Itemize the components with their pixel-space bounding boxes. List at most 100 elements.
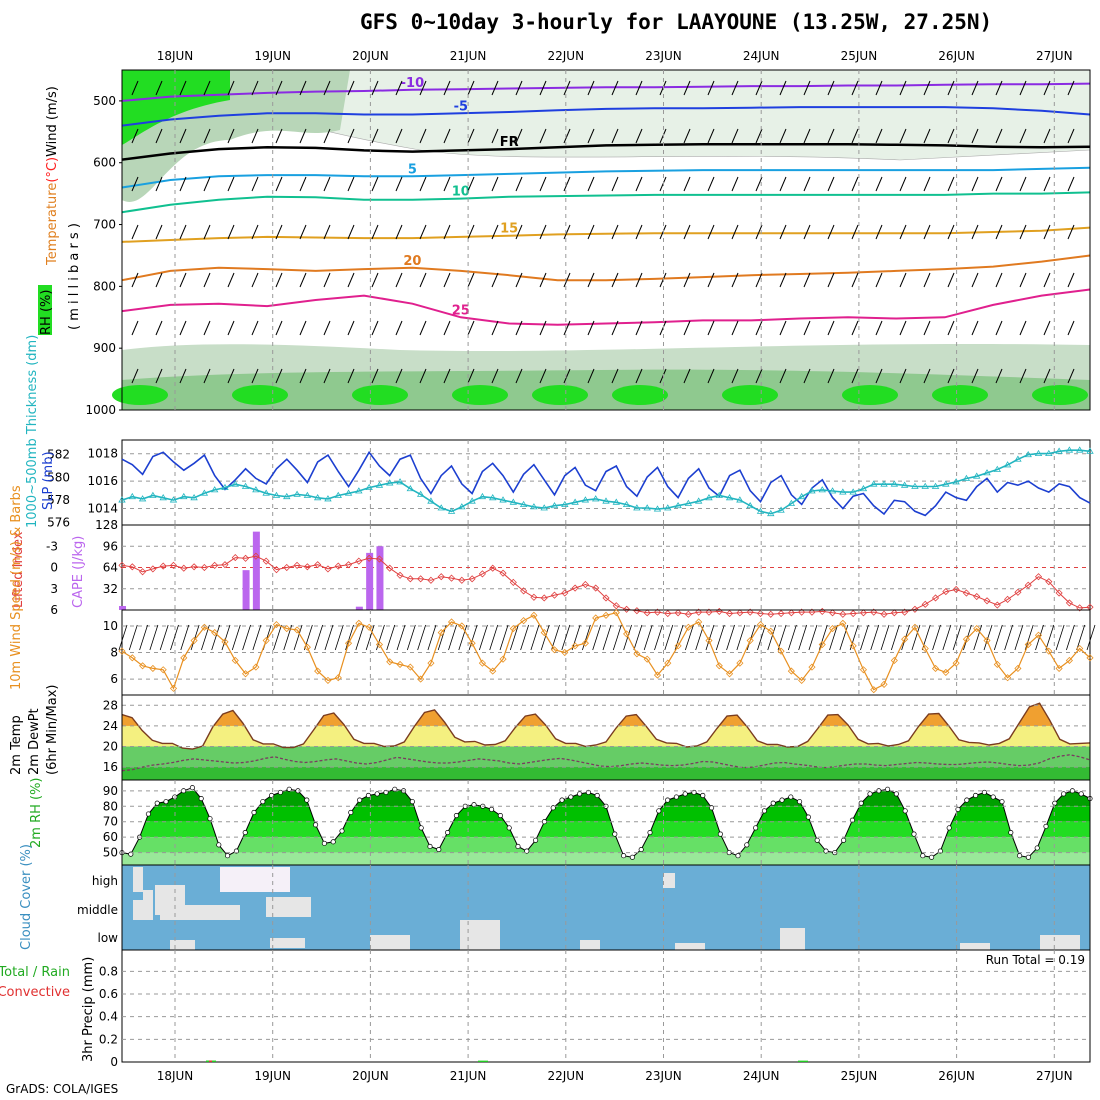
contour--5 xyxy=(121,106,1091,127)
wind-barb-10m xyxy=(448,624,457,651)
wind-barb xyxy=(611,128,619,144)
profile-ylabel-part: Temperature xyxy=(45,183,60,266)
wind-barb-10m xyxy=(623,624,632,651)
wind-barb xyxy=(755,320,763,336)
wind-marker xyxy=(283,625,291,633)
li-marker xyxy=(931,594,940,602)
li-marker xyxy=(211,561,219,569)
wind-barb xyxy=(323,272,331,288)
wind-barb xyxy=(707,176,715,192)
wind-barb xyxy=(899,224,907,240)
wind-barb xyxy=(995,320,1003,336)
wind-barb-10m xyxy=(736,624,746,651)
contour-label: 10 xyxy=(452,185,470,200)
cloud-tick-label: high xyxy=(92,874,118,888)
wind-barb-10m xyxy=(417,624,427,651)
li-marker xyxy=(973,592,981,601)
li-marker xyxy=(118,561,126,569)
wind-barb xyxy=(275,224,283,240)
wind-barb xyxy=(299,128,307,144)
rh-marker xyxy=(814,837,820,843)
thickness-marker xyxy=(571,498,579,505)
wind-barb xyxy=(347,80,355,96)
date-label-top: 19JUN xyxy=(254,49,291,63)
wind-barb xyxy=(179,80,187,96)
thickness-marker xyxy=(828,487,837,494)
wind-barb xyxy=(323,320,331,336)
wind-barb xyxy=(467,272,475,288)
rh-marker xyxy=(981,789,987,795)
thickness-tick: 582 xyxy=(47,448,70,462)
wind-marker xyxy=(777,647,785,655)
li-marker xyxy=(962,589,970,597)
cape-tick: 64 xyxy=(103,561,118,575)
wind-marker xyxy=(581,639,589,647)
wind-barb-10m xyxy=(643,624,653,651)
wind-marker xyxy=(756,621,765,629)
rh-marker xyxy=(700,792,706,799)
cloud-block xyxy=(170,940,195,950)
wind-barb-10m xyxy=(746,624,756,651)
wind-barb xyxy=(491,272,499,288)
rh-marker xyxy=(911,831,917,837)
rh-marker xyxy=(1069,788,1075,794)
li-marker xyxy=(324,565,332,573)
wind-marker xyxy=(293,626,301,634)
wind-barb xyxy=(923,224,931,240)
profile-frame xyxy=(121,69,1091,411)
li-marker xyxy=(396,571,404,579)
profile-ylabel: Temperature(°C)Wind (m/s) xyxy=(45,86,60,266)
li-marker xyxy=(643,609,651,617)
wind-barb-10m xyxy=(211,624,221,651)
thickness-marker xyxy=(870,480,878,487)
thickness-marker xyxy=(406,484,415,492)
thickness-marker xyxy=(664,504,672,511)
wind-barb xyxy=(851,176,859,192)
wind-barb-10m xyxy=(149,624,159,651)
wind-barb-10m xyxy=(180,624,190,651)
thickness-marker xyxy=(808,487,816,494)
rh-marker xyxy=(436,846,442,853)
wind-barb xyxy=(851,368,859,384)
rh-tick: 60 xyxy=(103,830,118,844)
wind-barb xyxy=(347,176,355,192)
rh-marker xyxy=(427,843,433,850)
rh-marker xyxy=(612,831,618,837)
date-label-bottom: 23JUN xyxy=(645,1069,682,1083)
rh-marker xyxy=(990,794,996,800)
rh-marker xyxy=(541,819,547,825)
wind-barb xyxy=(251,368,259,384)
rh-marker xyxy=(145,811,151,817)
rh-marker xyxy=(841,837,847,843)
thickness-marker xyxy=(334,491,342,498)
li-marker xyxy=(901,608,909,616)
wind-barb xyxy=(779,128,787,144)
wind-barb xyxy=(899,368,907,384)
wind-barb xyxy=(827,368,835,384)
wind-marker xyxy=(1014,664,1022,673)
wind-tick: 8 xyxy=(110,646,118,660)
wind-barb-10m xyxy=(139,624,148,651)
li-marker xyxy=(653,608,662,616)
wind-barb xyxy=(443,80,451,96)
thickness-marker xyxy=(128,492,137,500)
wind-barb xyxy=(947,176,955,192)
wind-barb xyxy=(227,320,235,336)
wind-barb xyxy=(995,80,1003,96)
wind-barb xyxy=(371,320,379,336)
wind-barb xyxy=(419,80,427,96)
thickness-marker xyxy=(736,496,744,503)
rh-marker xyxy=(374,791,380,797)
wind-marker xyxy=(715,662,723,670)
wind-barb xyxy=(1019,368,1027,384)
thickness-tick: 578 xyxy=(47,493,70,507)
cape-bar xyxy=(119,606,126,610)
thickness-marker xyxy=(983,469,991,476)
lifted-index-line xyxy=(121,555,1091,615)
wind-barb xyxy=(707,272,715,288)
li-marker xyxy=(159,562,167,570)
cloud-block xyxy=(675,943,705,950)
date-label-top: 21JUN xyxy=(450,49,487,63)
wind-barb xyxy=(779,272,787,288)
